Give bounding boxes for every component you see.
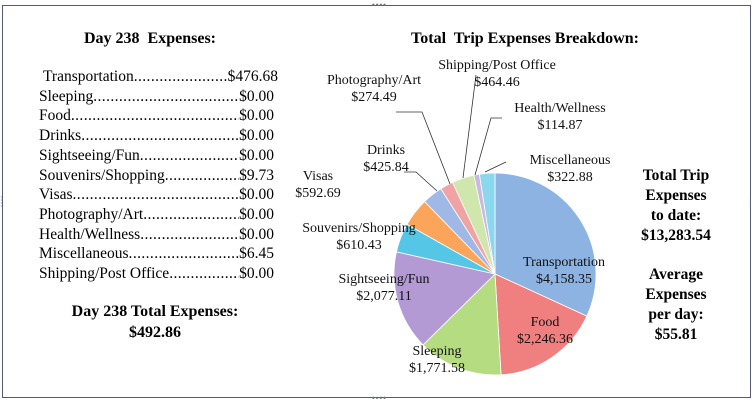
expense-row: Visas...................................… <box>39 185 274 205</box>
pie-slice-food <box>494 273 588 376</box>
slice-label-value: $2,246.36 <box>517 332 573 347</box>
slice-label-name: Visas <box>303 169 333 184</box>
expense-row: Souvenirs/Shopping......................… <box>39 166 274 186</box>
total-trip-line: Expenses <box>645 187 707 204</box>
slice-label-value: $610.43 <box>336 238 382 253</box>
slice-label-name: Sleeping <box>413 344 462 359</box>
expense-row: Transportation..........................… <box>43 67 278 87</box>
slice-label-value: $2,077.11 <box>356 289 411 304</box>
dot-leader: ........................................… <box>70 107 240 125</box>
expense-label: Photography/Art <box>39 205 144 223</box>
pie-slice-sightseeing-fun <box>393 251 496 346</box>
slice-label-value: $464.46 <box>474 75 520 90</box>
pie-slice-transportation <box>494 172 597 317</box>
expense-value: $0.00 <box>239 127 274 145</box>
dot-leader: ........................................… <box>133 68 228 85</box>
expense-value: $0.00 <box>239 146 274 164</box>
expense-label: Drinks <box>39 127 82 145</box>
pie-slice-miscellaneous <box>478 172 496 275</box>
average-expenses-block: Average Expenses per day: $55.81 <box>620 265 732 345</box>
chart-frame <box>2 5 751 398</box>
slice-label-name: Health/Wellness <box>514 101 605 116</box>
expense-label: Food <box>39 107 71 125</box>
dot-leader: ........................................… <box>81 127 240 145</box>
day-total-value: $492.86 <box>129 324 181 341</box>
total-trip-value: $13,283.54 <box>641 227 711 244</box>
leader-line <box>396 111 451 185</box>
day-total-label: Day 238 Total Expenses: <box>71 303 239 320</box>
expense-label: Health/Wellness <box>39 225 141 243</box>
slice-label-name: Transportation <box>523 255 605 270</box>
expense-value: $9.73 <box>239 166 274 184</box>
expense-row: Shipping/Post Office....................… <box>39 264 274 284</box>
slice-label-value: $4,158.35 <box>536 272 592 287</box>
pie-slice-sleeping <box>422 273 502 376</box>
resize-handle-left[interactable]: · · · · <box>0 193 3 211</box>
expense-label: Miscellaneous <box>39 245 129 263</box>
expense-row: Food....................................… <box>39 106 274 126</box>
expense-row: Miscellaneous...........................… <box>39 244 274 264</box>
expense-value: $0.00 <box>239 225 274 243</box>
expense-value: $0.00 <box>239 265 274 282</box>
slice-label-name: Miscellaneous <box>530 153 611 168</box>
average-value: $55.81 <box>654 326 698 343</box>
dot-leader: ........................................… <box>72 186 240 204</box>
dot-leader: ........................................… <box>169 265 239 282</box>
expense-label: Shipping/Post Office <box>39 265 170 282</box>
total-trip-line: Total Trip <box>642 167 710 184</box>
expense-row: Sightseeing/Fun.........................… <box>39 146 274 166</box>
expense-label: Transportation <box>43 68 134 85</box>
slice-label-name: Sightseeing/Fun <box>338 272 429 287</box>
dot-leader: ........................................… <box>143 205 239 223</box>
resize-handle-bottom[interactable]: •••• <box>371 394 387 403</box>
expense-value: $0.00 <box>239 87 274 105</box>
expense-value: $0.00 <box>239 205 274 223</box>
expense-value: $0.00 <box>239 107 274 125</box>
expense-label: Sightseeing/Fun <box>39 146 140 164</box>
total-trip-line: to date: <box>650 207 702 224</box>
average-line: Expenses <box>645 286 707 303</box>
expense-row: Photography/Art.........................… <box>39 205 274 225</box>
slice-label-value: $1,771.58 <box>409 361 465 376</box>
slice-label-name: Shipping/Post Office <box>438 58 556 73</box>
expense-label: Sleeping <box>39 87 94 105</box>
slice-label-name: Food <box>531 315 560 330</box>
expense-value: $476.68 <box>227 68 278 85</box>
expense-label: Visas <box>39 186 73 204</box>
expense-row: Drinks..................................… <box>39 126 274 146</box>
leader-line <box>462 74 477 179</box>
slice-label-value: $322.88 <box>547 170 593 185</box>
expense-value: $6.45 <box>239 245 274 263</box>
dot-leader: ........................................… <box>140 225 239 243</box>
leader-line <box>474 117 502 176</box>
slice-label-name: Photography/Art <box>327 73 421 88</box>
dot-leader: ........................................… <box>164 166 239 184</box>
average-line: Average <box>649 266 703 283</box>
expense-row: Health/Wellness.........................… <box>39 225 274 245</box>
total-trip-expenses-block: Total Trip Expenses to date: $13,283.54 <box>620 166 732 246</box>
slice-label-value: $425.84 <box>363 160 409 175</box>
slice-label-name: Drinks <box>367 143 405 158</box>
resize-handle-right[interactable]: · · · · <box>749 193 752 211</box>
slice-label-value: $114.87 <box>538 118 583 133</box>
day-expenses-heading: Day 238 Expenses: <box>84 30 217 47</box>
expense-row: Sleeping................................… <box>39 87 274 107</box>
expense-value: $0.00 <box>239 186 274 204</box>
dot-leader: ........................................… <box>139 146 239 164</box>
dot-leader: ........................................… <box>128 245 240 263</box>
slice-label-name: Souvenirs/Shopping <box>302 221 416 236</box>
average-line: per day: <box>648 306 704 323</box>
slice-label-value: $592.69 <box>295 186 341 201</box>
slice-label-value: $274.49 <box>351 90 397 105</box>
leader-line <box>404 171 438 192</box>
resize-handle-top[interactable]: •••• <box>371 1 387 10</box>
dot-leader: ........................................… <box>93 87 239 105</box>
chart-title: Total Trip Expenses Breakdown: <box>411 30 639 47</box>
expense-label: Souvenirs/Shopping <box>39 166 165 184</box>
leader-line <box>484 161 507 173</box>
